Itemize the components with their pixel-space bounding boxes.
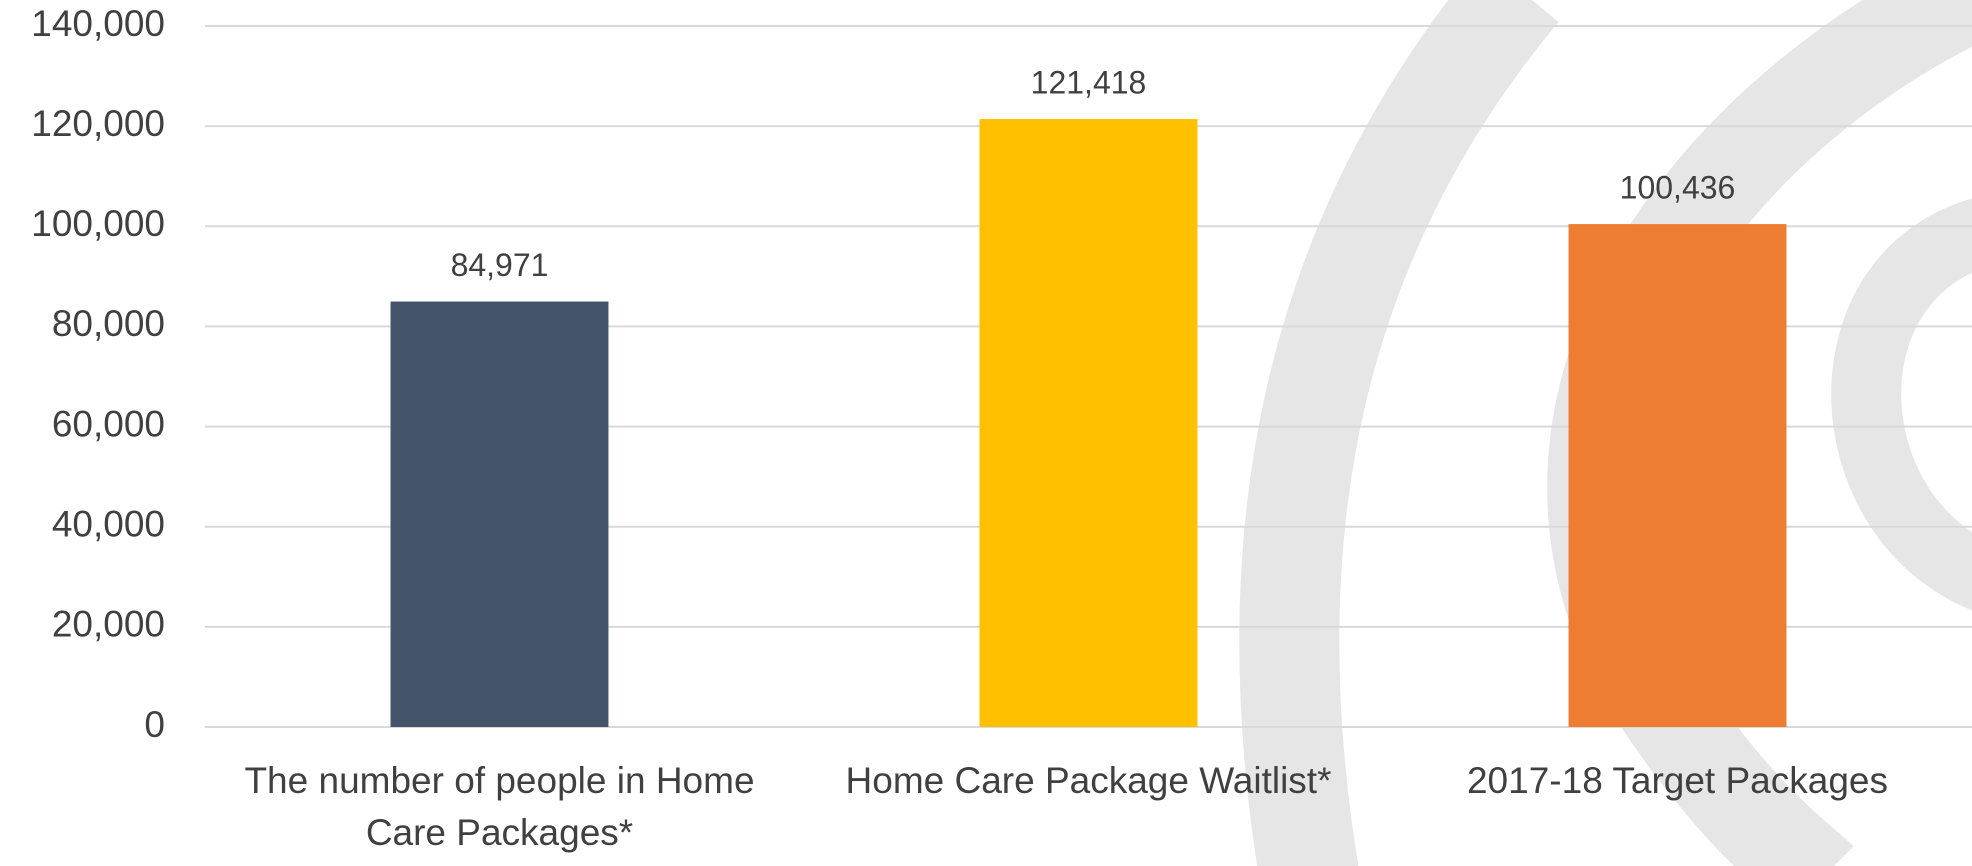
x-tick-label: 2017-18 Target Packages [1383, 755, 1972, 807]
bar [391, 302, 609, 727]
y-tick-label: 0 [144, 704, 165, 745]
data-label: 121,418 [1031, 64, 1147, 100]
y-tick-label: 20,000 [52, 604, 165, 645]
y-tick-label: 140,000 [31, 3, 165, 44]
y-tick-label: 100,000 [31, 203, 165, 244]
data-label: 100,436 [1620, 170, 1736, 206]
data-label: 84,971 [451, 247, 549, 283]
decor-swirl [1289, 0, 1520, 866]
x-tick-label: Home Care Package Waitlist* [794, 755, 1383, 807]
chart-container: 0 20,000 40,000 60,000 80,000 100,000 120,000 1… [0, 0, 1972, 866]
bar [980, 119, 1198, 727]
bar [1569, 224, 1787, 727]
y-tick-label: 40,000 [52, 503, 165, 544]
chart: 0 20,000 40,000 60,000 80,000 100,000 120,000 1… [0, 0, 1972, 866]
y-tick-label: 120,000 [31, 103, 165, 144]
x-tick-label: The number of people in Home Care Packag… [205, 755, 794, 859]
y-tick-label: 80,000 [52, 303, 165, 344]
y-tick-label: 60,000 [52, 403, 165, 444]
